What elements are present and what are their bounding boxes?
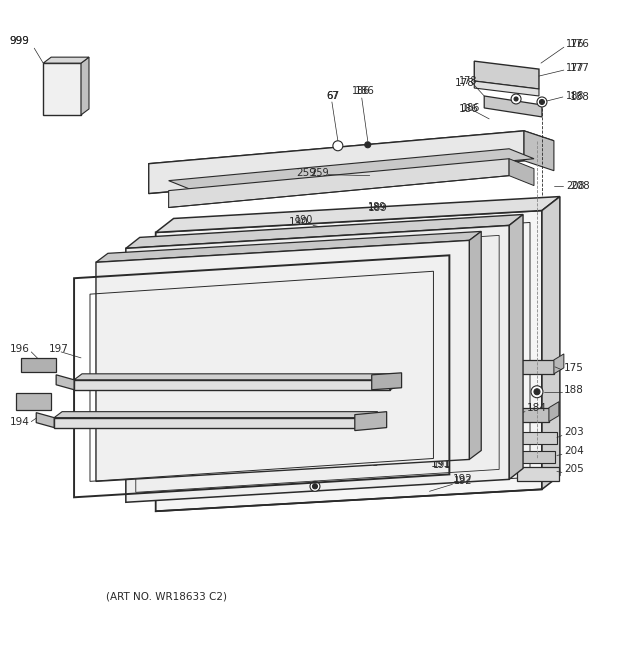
- Text: 177: 177: [570, 63, 590, 73]
- Text: 176: 176: [566, 39, 584, 49]
- Polygon shape: [519, 360, 554, 374]
- Text: 176: 176: [570, 39, 590, 49]
- Polygon shape: [81, 57, 89, 115]
- Polygon shape: [474, 81, 539, 96]
- Polygon shape: [16, 393, 51, 410]
- Polygon shape: [56, 375, 74, 390]
- Polygon shape: [542, 196, 560, 489]
- Polygon shape: [519, 432, 557, 444]
- Text: 192: 192: [454, 477, 473, 486]
- Text: 177: 177: [566, 63, 585, 73]
- Polygon shape: [469, 231, 481, 459]
- Text: 203: 203: [564, 426, 583, 436]
- Polygon shape: [54, 412, 378, 418]
- Polygon shape: [509, 159, 534, 186]
- Text: 186: 186: [352, 86, 370, 96]
- Polygon shape: [96, 231, 481, 262]
- Polygon shape: [509, 214, 523, 479]
- Polygon shape: [74, 380, 389, 390]
- Circle shape: [531, 386, 543, 398]
- Text: 194: 194: [9, 416, 29, 426]
- Text: 208: 208: [566, 180, 584, 190]
- Text: 163: 163: [360, 459, 379, 469]
- Circle shape: [534, 389, 540, 395]
- Text: 188: 188: [564, 385, 584, 395]
- Polygon shape: [149, 131, 524, 194]
- Text: 195: 195: [370, 434, 389, 445]
- Text: eReplacementParts.com: eReplacementParts.com: [247, 365, 373, 375]
- Text: 191: 191: [433, 461, 452, 471]
- Polygon shape: [156, 210, 542, 511]
- Text: 188: 188: [570, 92, 590, 102]
- Polygon shape: [474, 61, 539, 89]
- Text: 67: 67: [326, 91, 339, 101]
- Circle shape: [511, 94, 521, 104]
- Circle shape: [539, 99, 544, 104]
- Polygon shape: [156, 196, 560, 233]
- Text: 190: 190: [295, 215, 314, 225]
- Polygon shape: [484, 96, 542, 117]
- Text: 175: 175: [564, 363, 584, 373]
- Polygon shape: [126, 214, 523, 249]
- Polygon shape: [370, 414, 379, 428]
- Circle shape: [537, 97, 547, 107]
- Text: 259: 259: [310, 168, 329, 178]
- Polygon shape: [372, 373, 402, 390]
- Circle shape: [333, 141, 343, 151]
- Polygon shape: [521, 451, 555, 463]
- Polygon shape: [355, 412, 387, 430]
- Text: 188: 188: [566, 91, 584, 101]
- Polygon shape: [54, 418, 370, 428]
- Text: 197: 197: [49, 344, 69, 354]
- Circle shape: [514, 97, 518, 101]
- Circle shape: [365, 142, 371, 148]
- Polygon shape: [517, 467, 559, 481]
- Text: 178: 178: [454, 78, 474, 88]
- Polygon shape: [509, 408, 549, 422]
- Text: 190: 190: [289, 217, 309, 227]
- Polygon shape: [126, 225, 509, 502]
- Polygon shape: [549, 402, 559, 422]
- Text: 184: 184: [527, 403, 547, 412]
- Polygon shape: [96, 241, 469, 481]
- Text: 186: 186: [355, 86, 374, 96]
- Text: 178: 178: [459, 76, 478, 86]
- Text: 999: 999: [9, 36, 29, 46]
- Circle shape: [310, 481, 320, 491]
- Text: 192: 192: [453, 475, 472, 485]
- Text: 189: 189: [368, 202, 388, 213]
- Text: (ART NO. WR18633 C2): (ART NO. WR18633 C2): [106, 592, 227, 602]
- Polygon shape: [74, 374, 397, 380]
- Polygon shape: [36, 412, 54, 428]
- Polygon shape: [43, 63, 81, 115]
- Polygon shape: [524, 131, 554, 171]
- Text: 186: 186: [463, 103, 480, 113]
- Text: 186: 186: [458, 104, 478, 114]
- Text: 259: 259: [296, 168, 316, 178]
- Text: 208: 208: [570, 180, 590, 190]
- Text: 196: 196: [9, 344, 29, 354]
- Text: 189: 189: [368, 202, 386, 212]
- Polygon shape: [43, 57, 89, 63]
- Text: 204: 204: [564, 446, 583, 457]
- Text: 205: 205: [564, 465, 583, 475]
- Polygon shape: [169, 159, 509, 208]
- Text: 999: 999: [9, 36, 29, 46]
- Text: 191: 191: [430, 459, 450, 469]
- Circle shape: [312, 484, 317, 489]
- Text: 203: 203: [325, 459, 345, 469]
- Polygon shape: [149, 131, 554, 174]
- Polygon shape: [21, 358, 56, 372]
- Polygon shape: [389, 376, 400, 390]
- Text: 67: 67: [326, 91, 339, 101]
- Polygon shape: [554, 354, 564, 374]
- Polygon shape: [169, 149, 534, 190]
